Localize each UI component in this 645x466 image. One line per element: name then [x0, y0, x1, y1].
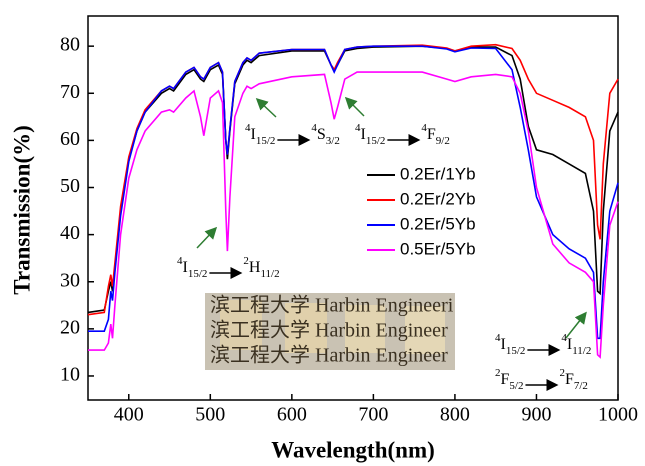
term-symbol: I [501, 336, 506, 353]
series-line [88, 71, 619, 359]
term-sub: 15/2 [188, 268, 208, 280]
level-term: 4I15/2 [245, 122, 275, 147]
legend-label: 0.2Er/5Yb [400, 214, 476, 233]
glass-sample [405, 306, 445, 354]
inset-text: 滨工程大学 Harbin Engineer [210, 319, 448, 342]
term-sub: 11/2 [572, 345, 591, 357]
level-term: 2F7/2 [559, 367, 587, 392]
term-sup: 2 [243, 255, 249, 267]
pointer-arrow [255, 97, 277, 118]
y-tick-label: 70 [60, 81, 80, 103]
x-tick-label: 800 [440, 404, 470, 426]
x-tick-label: 500 [195, 404, 225, 426]
level-term: 4I15/2 [355, 122, 385, 147]
series-line [88, 45, 619, 340]
term-sup: 4 [177, 255, 183, 267]
term-sub: 9/2 [436, 135, 450, 147]
pointer-arrow [196, 226, 218, 249]
term-symbol: I [251, 126, 256, 143]
level-term: 2H11/2 [243, 255, 279, 280]
term-sub: 15/2 [366, 135, 386, 147]
x-tick-label: 900 [521, 404, 551, 426]
term-sub: 15/2 [506, 345, 526, 357]
x-tick-label: 600 [277, 404, 307, 426]
term-symbol: F [427, 126, 436, 143]
inset-text: 滨工程大学 Harbin Engineer [210, 344, 448, 367]
legend-label: 0.5Er/5Yb [400, 239, 476, 258]
term-sub: 15/2 [256, 135, 276, 147]
term-sub: 3/2 [326, 135, 340, 147]
x-tick-label: 700 [358, 404, 388, 426]
level-term: 4S3/2 [311, 122, 339, 147]
x-tick-label: 400 [114, 404, 144, 426]
pointer-arrow [565, 311, 587, 339]
term-symbol: S [317, 126, 326, 143]
term-sub: 5/2 [509, 380, 523, 392]
term-sup: 4 [311, 122, 317, 134]
y-tick-label: 80 [60, 34, 80, 56]
term-sup: 2 [495, 367, 501, 379]
inset-text: 滨工程大学 Harbin Engineeri [210, 294, 454, 317]
glass-sample [220, 300, 262, 350]
term-symbol: I [361, 126, 366, 143]
level-term: 4I15/2 [495, 332, 525, 357]
y-tick-label: 10 [60, 364, 80, 386]
pointer-arrow [344, 96, 365, 117]
term-symbol: F [501, 371, 510, 388]
term-symbol: H [249, 259, 261, 276]
term-symbol: F [565, 371, 574, 388]
y-tick-label: 20 [60, 316, 80, 338]
term-sup: 2 [559, 367, 565, 379]
term-symbol: I [567, 336, 572, 353]
level-term: 2F5/2 [495, 367, 523, 392]
level-term: 4I11/2 [561, 332, 591, 357]
legend-label: 0.2Er/1Yb [400, 164, 476, 183]
level-term: 4I15/2 [177, 255, 207, 280]
term-sub: 11/2 [260, 268, 279, 280]
term-sup: 4 [495, 332, 501, 344]
term-sup: 4 [421, 122, 427, 134]
series-line [87, 45, 619, 314]
plot-frame [87, 15, 619, 401]
y-tick-label: 50 [60, 175, 80, 197]
x-tick-label: 1000 [598, 404, 638, 426]
series-line [87, 43, 619, 316]
x-axis-title: Wavelength(nm) [271, 437, 435, 462]
y-tick-label: 60 [60, 128, 80, 150]
level-term: 4F9/2 [421, 122, 449, 147]
y-tick-label: 30 [60, 269, 80, 291]
y-axis-title: Transmission(%) [9, 125, 34, 295]
legend-label: 0.2Er/2Yb [400, 189, 476, 208]
term-sup: 4 [355, 122, 361, 134]
term-sup: 4 [561, 332, 567, 344]
glass-sample [345, 305, 385, 353]
term-sub: 7/2 [574, 380, 588, 392]
glass-sample [285, 303, 327, 353]
term-sup: 4 [245, 122, 251, 134]
y-tick-label: 40 [60, 222, 80, 244]
term-symbol: I [183, 259, 188, 276]
